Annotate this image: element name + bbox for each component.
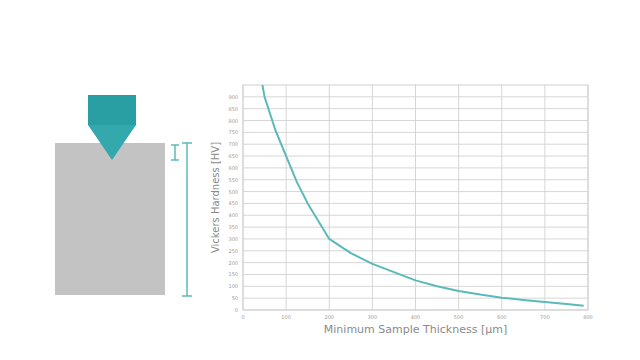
sample-block — [55, 143, 165, 295]
x-axis-title: Minimum Sample Thickness [µm] — [324, 323, 507, 336]
chart: 0 50 100 150 200 250 300 350 400 450 500 550 600 650 7… — [0, 0, 640, 360]
tick-label: 500 — [454, 314, 464, 320]
indenter-body — [88, 95, 136, 125]
tick-label: 500 — [228, 189, 238, 195]
grid-line — [329, 85, 330, 310]
tick-label: 50 — [232, 295, 238, 301]
tick-label: 600 — [228, 165, 238, 171]
tick-label: 350 — [228, 224, 238, 230]
grid-line — [415, 85, 416, 310]
tick-label: 700 — [540, 314, 550, 320]
grid-line — [286, 85, 287, 310]
tick-label: 250 — [228, 248, 238, 254]
tick-label: 0 — [235, 307, 238, 313]
grid-line — [458, 85, 459, 310]
tick-label: 650 — [228, 153, 238, 159]
tick-label: 700 — [228, 141, 238, 147]
depth-cap — [171, 144, 179, 146]
tick-label: 750 — [228, 129, 238, 135]
tick-label: 300 — [228, 236, 238, 242]
tick-label: 300 — [368, 314, 378, 320]
grid-line — [372, 85, 373, 310]
depth-cap — [171, 159, 179, 161]
tick-label: 0 — [241, 314, 244, 320]
depth-line — [174, 145, 176, 160]
tick-label: 400 — [228, 212, 238, 218]
series-group — [262, 85, 583, 306]
curve — [262, 85, 583, 306]
tick-label: 100 — [228, 283, 238, 289]
tick-label: 800 — [583, 314, 593, 320]
thickness-cap — [182, 142, 192, 144]
illustration — [55, 95, 192, 296]
tick-label: 800 — [228, 118, 238, 124]
indenter-tip — [88, 125, 136, 160]
grid-line — [544, 85, 545, 310]
grid — [243, 85, 588, 310]
tick-label: 450 — [228, 200, 238, 206]
tick-label: 600 — [497, 314, 507, 320]
tick-label: 200 — [324, 314, 334, 320]
root: 0 50 100 150 200 250 300 350 400 450 500 550 600 650 7… — [0, 0, 640, 360]
tick-label: 850 — [228, 106, 238, 112]
tick-label: 150 — [228, 271, 238, 277]
y-axis-title: Vickers Hardness [HV] — [210, 142, 221, 253]
tick-label: 900 — [228, 94, 238, 100]
grid-line — [501, 85, 502, 310]
tick-label: 550 — [228, 177, 238, 183]
tick-label: 200 — [228, 260, 238, 266]
thickness-cap — [182, 295, 192, 297]
tick-label: 100 — [281, 314, 291, 320]
thickness-line — [186, 143, 188, 296]
tick-label: 400 — [411, 314, 421, 320]
plot-frame — [243, 85, 588, 310]
